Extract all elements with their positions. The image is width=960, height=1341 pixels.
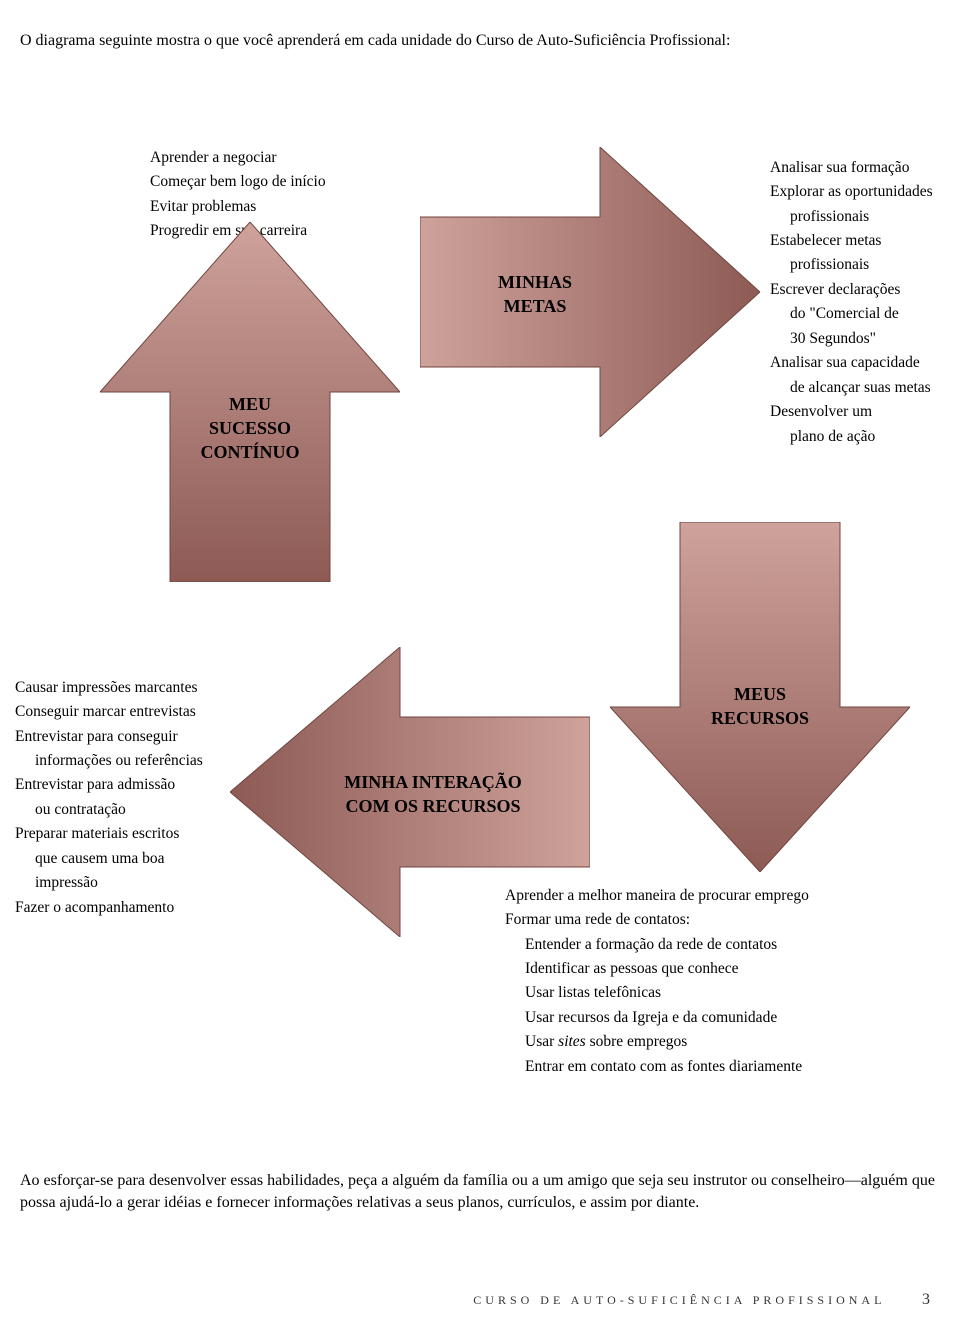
list-item: Desenvolver um: [770, 401, 960, 423]
list-item: Causar impressões marcantes: [15, 677, 255, 699]
right-arrow-line1: MINHAS: [465, 270, 605, 294]
bottom-left-list: Causar impressões marcantesConseguir mar…: [15, 677, 255, 922]
list-item: profissionais: [790, 254, 960, 276]
list-item: 30 Segundos": [790, 328, 960, 350]
right-arrow-label: MINHAS METAS: [465, 270, 605, 319]
down-arrow-label: MEUS RECURSOS: [675, 682, 845, 731]
list-item: Analisar sua capacidade: [770, 352, 960, 374]
list-item: Analisar sua formação: [770, 157, 960, 179]
list-item: Usar recursos da Igreja e da comunidade: [525, 1007, 955, 1029]
list-item: Usar sites sobre empregos: [525, 1031, 955, 1053]
down-arrow-line2: RECURSOS: [675, 706, 845, 730]
left-arrow-line1: MINHA INTERAÇÃO: [283, 770, 583, 794]
list-item: Aprender a melhor maneira de procurar em…: [505, 885, 955, 907]
up-arrow-line2: SUCESSO: [165, 416, 335, 440]
up-arrow-line1: MEU: [165, 392, 335, 416]
list-item: Preparar materiais escritos: [15, 823, 255, 845]
list-item: Entrevistar para conseguir: [15, 726, 255, 748]
list-item: Formar uma rede de contatos:: [505, 909, 955, 931]
list-item: profissionais: [790, 206, 960, 228]
tl-item: Começar bem logo de início: [150, 171, 410, 193]
footer: CURSO DE AUTO-SUFICIÊNCIA PROFISSIONAL 3: [473, 1289, 930, 1311]
list-item: Conseguir marcar entrevistas: [15, 701, 255, 723]
intro-text: O diagrama seguinte mostra o que você ap…: [20, 30, 940, 52]
tl-item: Evitar problemas: [150, 196, 410, 218]
closing-text: Ao esforçar-se para desenvolver essas ha…: [20, 1170, 940, 1215]
list-item: ou contratação: [35, 799, 255, 821]
list-item: Entrevistar para admissão: [15, 774, 255, 796]
down-arrow-line1: MEUS: [675, 682, 845, 706]
top-right-list: Analisar sua formaçãoExplorar as oportun…: [770, 157, 960, 451]
list-item: Estabelecer metas: [770, 230, 960, 252]
up-arrow-label: MEU SUCESSO CONTÍNUO: [165, 392, 335, 465]
left-arrow-label: MINHA INTERAÇÃO COM OS RECURSOS: [283, 770, 583, 819]
list-item: de alcançar suas metas: [790, 377, 960, 399]
right-arrow-line2: METAS: [465, 294, 605, 318]
list-item: do "Comercial de: [790, 303, 960, 325]
footer-page: 3: [922, 1291, 930, 1308]
list-item: Escrever declarações: [770, 279, 960, 301]
up-arrow-line3: CONTÍNUO: [165, 440, 335, 464]
diagram-container: Aprender a negociar Começar bem logo de …: [20, 92, 940, 1112]
list-item: impressão: [35, 872, 255, 894]
list-item: Fazer o acompanhamento: [15, 897, 255, 919]
footer-title: CURSO DE AUTO-SUFICIÊNCIA PROFISSIONAL: [473, 1293, 885, 1307]
list-item: informações ou referências: [35, 750, 255, 772]
list-item: Usar listas telefônicas: [525, 982, 955, 1004]
bottom-right-list: Aprender a melhor maneira de procurar em…: [505, 885, 955, 1081]
list-item: que causem uma boa: [35, 848, 255, 870]
list-item: Entender a formação da rede de contatos: [525, 934, 955, 956]
list-item: Identificar as pessoas que conhece: [525, 958, 955, 980]
tl-item: Aprender a negociar: [150, 147, 410, 169]
list-item: Entrar em contato com as fontes diariame…: [525, 1056, 955, 1078]
list-item: Explorar as oportunidades: [770, 181, 960, 203]
list-item: plano de ação: [790, 426, 960, 448]
left-arrow-line2: COM OS RECURSOS: [283, 794, 583, 818]
